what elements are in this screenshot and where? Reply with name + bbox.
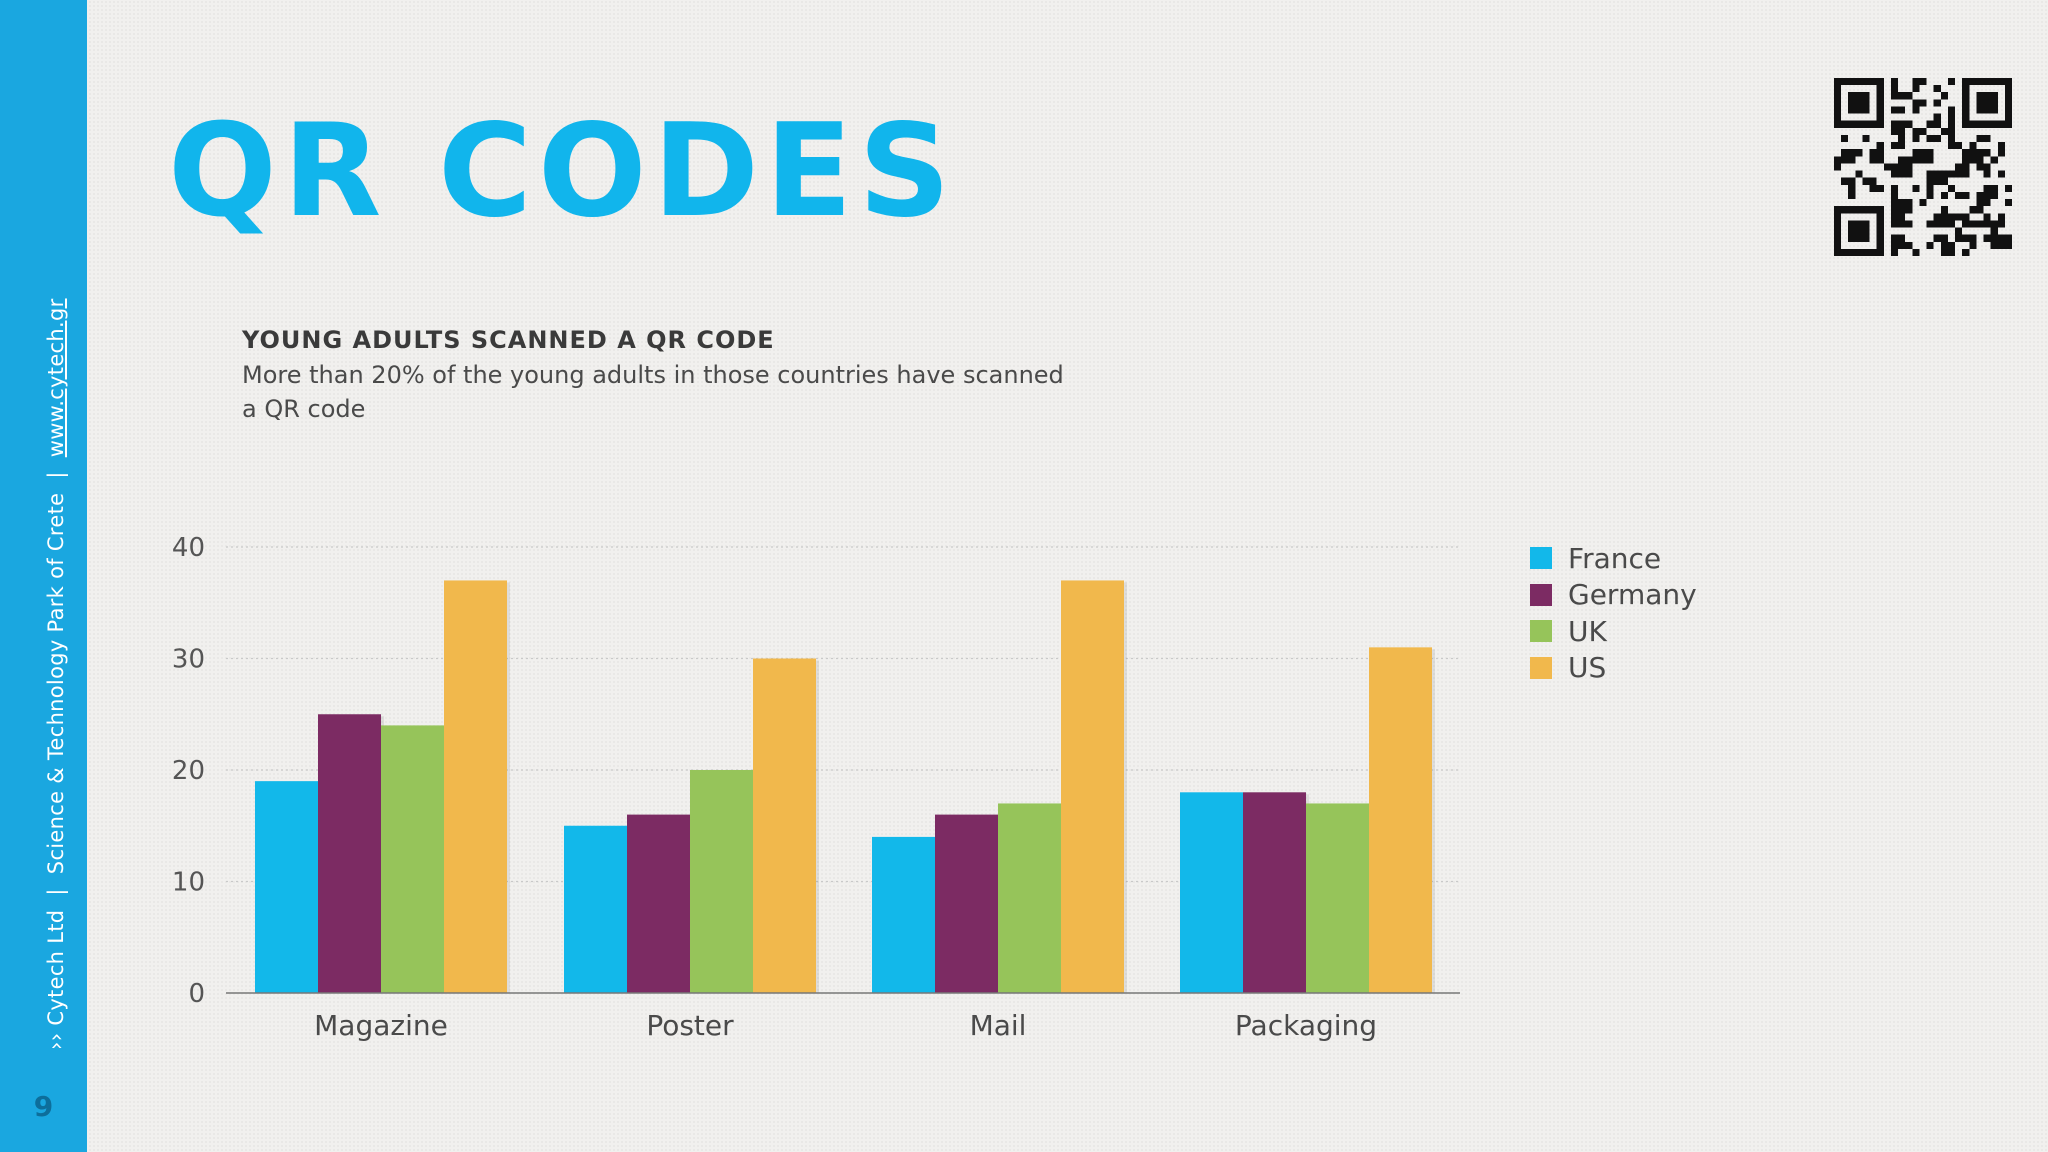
bar-germany-poster	[627, 814, 690, 993]
bar-us-poster	[753, 658, 816, 993]
bar-us-mail	[1061, 580, 1124, 993]
bar-france-poster	[564, 825, 627, 993]
y-tick-label: 10	[172, 868, 205, 898]
bar-uk-mail	[998, 803, 1061, 993]
legend-swatch	[1530, 583, 1552, 606]
legend-item: US	[1530, 650, 1697, 687]
bar-france-magazine	[255, 781, 318, 993]
bar-germany-magazine	[318, 714, 381, 993]
y-tick-label: 20	[172, 756, 205, 786]
chart-title: YOUNG ADULTS SCANNED A QR CODE	[242, 326, 775, 354]
qr-code-icon	[1834, 78, 2012, 256]
legend-item: UK	[1530, 613, 1697, 650]
legend-label: France	[1568, 541, 1662, 575]
bar-uk-packaging	[1306, 803, 1369, 993]
bar-germany-packaging	[1243, 792, 1306, 993]
x-tick-label: Packaging	[1235, 1009, 1377, 1042]
chart-subtitle: More than 20% of the young adults in tho…	[242, 361, 1064, 423]
bar-france-packaging	[1180, 792, 1243, 993]
legend-label: US	[1568, 651, 1607, 685]
bar-germany-mail	[935, 814, 998, 993]
page-number: 9	[33, 1090, 54, 1123]
bar-france-mail	[872, 836, 935, 993]
legend-swatch	[1530, 656, 1552, 679]
x-tick-label: Magazine	[314, 1009, 448, 1042]
bar-us-magazine	[444, 580, 507, 993]
sidebar: ›› Cytech Ltd|Science & Technology Park …	[0, 0, 87, 1152]
x-tick-label: Poster	[646, 1009, 734, 1042]
y-tick-label: 30	[172, 645, 205, 675]
bar-uk-poster	[690, 770, 753, 993]
chart-legend: France Germany UK US	[1530, 540, 1697, 686]
y-tick-label: 0	[188, 979, 205, 1009]
qr-modules	[1834, 78, 2012, 256]
legend-swatch	[1530, 620, 1552, 643]
page-title: QR CODES	[168, 97, 957, 246]
legend-label: UK	[1568, 614, 1607, 648]
legend-swatch	[1530, 547, 1552, 570]
legend-item: France	[1530, 540, 1697, 577]
bar-us-packaging	[1369, 647, 1432, 993]
x-tick-label: Mail	[970, 1009, 1027, 1042]
legend-label: Germany	[1568, 578, 1697, 612]
legend-item: Germany	[1530, 577, 1697, 614]
y-tick-label: 40	[172, 533, 205, 563]
bar-uk-magazine	[381, 725, 444, 993]
